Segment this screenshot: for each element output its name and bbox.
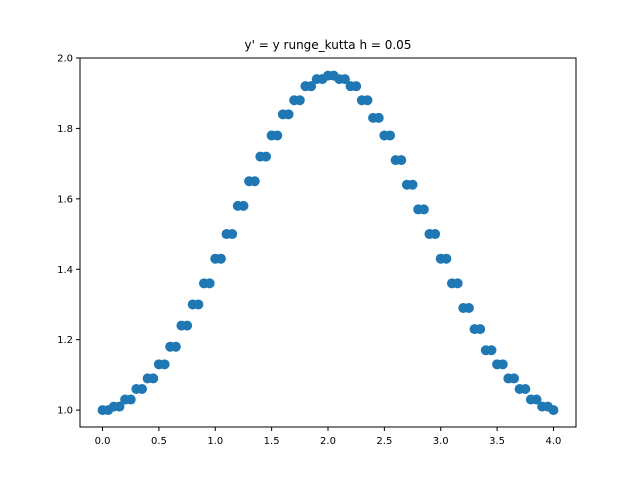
- data-point: [362, 95, 373, 106]
- x-tick-label: 2.0: [320, 436, 336, 447]
- y-axis-ticks: 1.0 1.2 1.4 1.6 1.8 2.0: [57, 54, 80, 417]
- data-point: [509, 373, 519, 384]
- x-tick-label: 1.0: [207, 436, 223, 447]
- data-point: [306, 81, 317, 92]
- data-point: [351, 81, 362, 92]
- x-tick-label: 3.5: [489, 436, 505, 447]
- data-point: [441, 253, 452, 264]
- data-point: [159, 359, 170, 370]
- data-point: [548, 405, 559, 416]
- y-tick-label: 1.2: [57, 335, 73, 346]
- x-tick-label: 0.5: [151, 436, 167, 447]
- data-point: [407, 179, 418, 190]
- x-tick-label: 4.0: [546, 436, 562, 447]
- data-point: [272, 130, 283, 141]
- scatter-points: [97, 70, 559, 416]
- data-point: [497, 359, 508, 370]
- data-point: [373, 112, 384, 123]
- data-point: [283, 109, 294, 120]
- data-point: [339, 74, 350, 85]
- data-point: [520, 383, 531, 394]
- data-point: [249, 176, 260, 187]
- data-point: [148, 373, 159, 384]
- data-point: [114, 401, 125, 412]
- data-point: [475, 324, 486, 335]
- data-point: [486, 345, 497, 356]
- data-point: [125, 394, 136, 405]
- x-tick-label: 0.0: [95, 436, 111, 447]
- x-tick-label: 1.5: [264, 436, 280, 447]
- plot-frame: [79, 57, 577, 428]
- data-point: [261, 151, 271, 162]
- data-point: [182, 320, 193, 331]
- data-point: [418, 204, 429, 215]
- y-tick-label: 2.0: [57, 54, 73, 65]
- data-point: [463, 302, 474, 313]
- data-point: [385, 130, 395, 141]
- data-point: [294, 95, 305, 106]
- data-point: [170, 341, 181, 352]
- x-axis-ticks: 0.0 0.5 1.0 1.5 2.0 2.5 3.0 3.5 4.0: [95, 427, 562, 447]
- data-point: [204, 278, 215, 289]
- data-point: [215, 253, 226, 264]
- y-tick-label: 1.4: [57, 265, 73, 276]
- y-tick-label: 1.8: [57, 124, 73, 135]
- chart-title: y' = y runge_kutta h = 0.05: [245, 38, 412, 52]
- data-point: [193, 299, 204, 310]
- data-point: [531, 394, 542, 405]
- x-tick-label: 2.5: [376, 436, 392, 447]
- data-point: [430, 229, 441, 240]
- x-tick-label: 3.0: [433, 436, 449, 447]
- data-point: [238, 200, 249, 211]
- data-point: [227, 229, 238, 240]
- y-tick-label: 1.6: [57, 194, 73, 205]
- data-point: [452, 278, 463, 289]
- data-point: [137, 383, 147, 394]
- y-tick-label: 1.0: [57, 406, 73, 417]
- data-point: [396, 155, 407, 166]
